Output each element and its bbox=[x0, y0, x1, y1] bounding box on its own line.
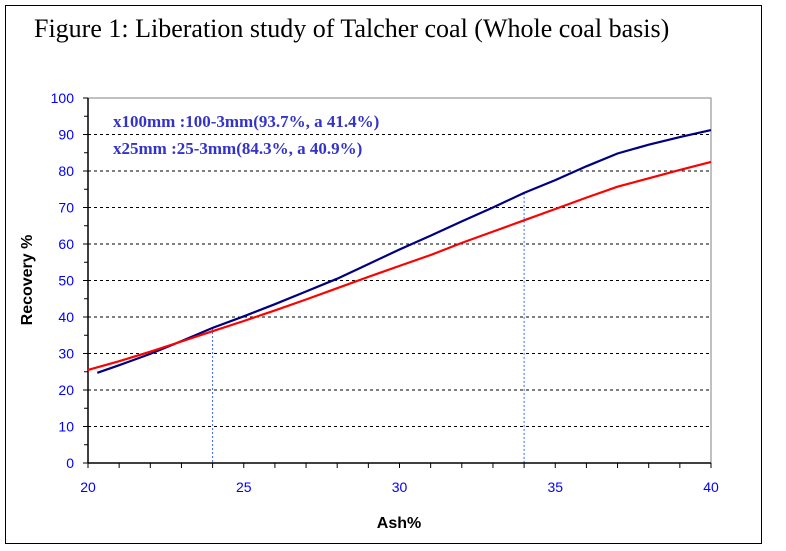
x-axis-label: Ash% bbox=[377, 515, 421, 532]
axes bbox=[83, 97, 712, 468]
x-tick-label: 20 bbox=[80, 479, 96, 495]
plot-area-border bbox=[88, 97, 712, 463]
series-line-1 bbox=[87, 160, 712, 371]
y-tick-label: 70 bbox=[58, 200, 74, 216]
y-tick-label: 30 bbox=[58, 346, 74, 362]
y-tick-label: 40 bbox=[58, 309, 74, 325]
chart-frame bbox=[5, 5, 762, 544]
grid-lines bbox=[88, 134, 711, 463]
y-tick-label: 60 bbox=[58, 236, 74, 252]
y-tick-label: 10 bbox=[58, 419, 74, 435]
y-axis-label: Recovery % bbox=[19, 235, 36, 326]
y-tick-label: 0 bbox=[66, 455, 74, 471]
chart-title: Figure 1: Liberation study of Talcher co… bbox=[34, 14, 670, 43]
x-tick-label: 25 bbox=[236, 479, 252, 495]
series-lines bbox=[87, 129, 712, 374]
x-tick-label: 40 bbox=[703, 479, 719, 495]
y-tick-label: 100 bbox=[51, 90, 75, 106]
x-tick-label: 30 bbox=[392, 479, 408, 495]
x-tick-label: 35 bbox=[547, 479, 563, 495]
tick-labels: 0 10 20 30 40 50 60 70 80 90 100 20 25 30 35 40 bbox=[51, 90, 719, 495]
series-line-0 bbox=[96, 129, 712, 374]
y-tick-label: 80 bbox=[58, 163, 74, 179]
legend-entry-x100mm: x100mm :100-3mm(93.7%, a 41.4%) bbox=[113, 112, 379, 131]
y-tick-label: 50 bbox=[58, 273, 74, 289]
y-tick-label: 20 bbox=[58, 382, 74, 398]
y-tick-label: 90 bbox=[58, 127, 74, 143]
legend-entry-x25mm: x25mm :25-3mm(84.3%, a 40.9%) bbox=[113, 139, 362, 158]
